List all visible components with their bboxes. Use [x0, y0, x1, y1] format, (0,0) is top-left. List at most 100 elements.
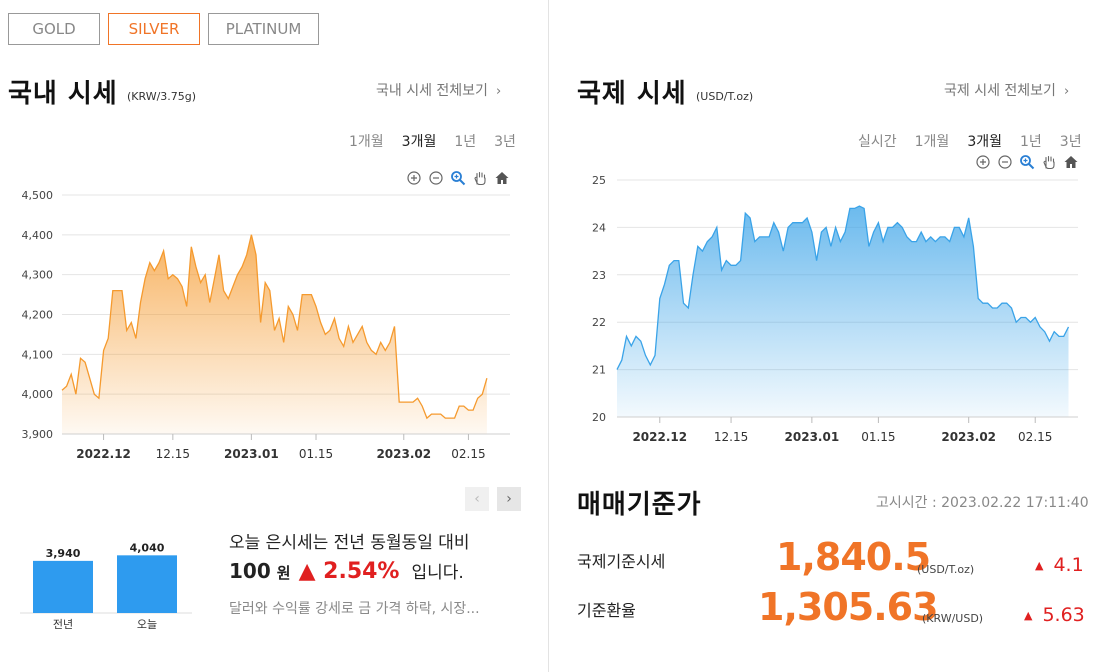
chevron-left-icon[interactable]: ‹: [465, 487, 489, 511]
international-period-1m[interactable]: 1개월: [914, 134, 950, 150]
up-arrow-icon: ▲: [1035, 558, 1044, 572]
summary-change: 100 원 ▲ 2.54% 입니다.: [229, 558, 464, 584]
domestic-more-label: 국내 시세 전체보기: [376, 83, 488, 99]
zoom-out-icon[interactable]: [997, 154, 1013, 170]
home-icon[interactable]: [494, 170, 510, 186]
x-tick-label: 2023.02: [941, 430, 996, 444]
notice-time: 고시시간 : 2023.02.22 17:11:40: [876, 495, 1089, 511]
series-area: [62, 234, 487, 434]
domestic-period-3m[interactable]: 3개월: [401, 134, 437, 150]
international-more-label: 국제 시세 전체보기: [944, 83, 1056, 99]
tab-gold[interactable]: GOLD: [8, 13, 100, 45]
international-title: 국제 시세: [577, 79, 687, 109]
ref-value-exchange: 1,305.63: [758, 585, 939, 629]
y-tick-label: 4,000: [22, 388, 54, 401]
ref-change-international: ▲ 4.1: [1035, 554, 1084, 576]
summary-amount: 100: [229, 559, 271, 583]
ref-change-exchange: ▲ 5.63: [1024, 604, 1085, 626]
x-tick-label: 2022.12: [632, 430, 687, 444]
magnify-icon[interactable]: [450, 170, 466, 186]
international-period-realtime[interactable]: 실시간: [858, 134, 897, 150]
hand-icon[interactable]: [1041, 154, 1057, 170]
international-period-3y[interactable]: 3년: [1059, 134, 1082, 150]
zoom-in-icon[interactable]: [406, 170, 422, 186]
tab-silver[interactable]: SILVER: [108, 13, 200, 45]
international-unit: (USD/T.oz): [696, 90, 754, 103]
x-tick-label: 2023.02: [376, 447, 431, 461]
x-tick-label: 01.15: [861, 430, 895, 444]
domestic-chart-tools: [406, 170, 510, 186]
y-tick-label: 4,400: [22, 229, 54, 242]
ref-change-international-value: 4.1: [1053, 554, 1084, 576]
ref-label-international: 국제기준시세: [577, 552, 666, 571]
bar: [33, 560, 93, 613]
metal-tabs: GOLD SILVER PLATINUM: [8, 13, 319, 45]
domestic-period-tabs: 1개월 3개월 1년 3년: [349, 131, 516, 151]
summary-amount-unit: 원: [276, 564, 291, 582]
y-tick-label: 24: [592, 221, 606, 234]
home-icon[interactable]: [1063, 154, 1079, 170]
international-chart-tools: [975, 154, 1079, 170]
international-more-link[interactable]: 국제 시세 전체보기 ›: [944, 80, 1069, 100]
y-tick-label: 20: [592, 411, 606, 424]
domestic-more-link[interactable]: 국내 시세 전체보기 ›: [376, 80, 501, 100]
chart-pager: ‹ ›: [465, 487, 521, 511]
x-tick-label: 01.15: [299, 447, 333, 461]
summary-tail: 입니다.: [411, 563, 464, 583]
chevron-right-icon[interactable]: ›: [497, 487, 521, 511]
series-area: [617, 206, 1069, 417]
domestic-period-3y[interactable]: 3년: [494, 134, 516, 150]
y-tick-label: 4,100: [22, 348, 54, 361]
up-arrow-icon: ▲: [1024, 608, 1033, 622]
bar-value-label: 4,040: [130, 541, 165, 554]
magnify-icon[interactable]: [1019, 154, 1035, 170]
y-tick-label: 3,900: [22, 428, 54, 441]
x-tick-label: 2023.01: [785, 430, 840, 444]
x-tick-label: 2023.01: [224, 447, 279, 461]
series-line: [616, 205, 1070, 370]
domestic-period-1m[interactable]: 1개월: [349, 134, 384, 150]
tab-platinum[interactable]: PLATINUM: [208, 13, 319, 45]
news-headline[interactable]: 달러와 수익률 강세로 금 가격 하락, 시장...: [229, 601, 480, 617]
summary-text: 오늘 은시세는 전년 동월동일 대비: [229, 533, 470, 553]
bar-category-label: 전년: [53, 618, 73, 631]
international-period-1y[interactable]: 1년: [1019, 134, 1042, 150]
comparison-bar-chart: 3,940 전년 4,040 오늘: [20, 541, 192, 631]
international-period-tabs: 실시간 1개월 3개월 1년 3년: [858, 131, 1082, 151]
bar-value-label: 3,940: [46, 547, 81, 560]
section-divider: [548, 0, 549, 672]
y-tick-label: 4,500: [22, 189, 54, 202]
x-tick-label: 2022.12: [76, 447, 131, 461]
chevron-right-icon: ›: [1063, 84, 1070, 99]
ref-value-international: 1,840.5: [776, 535, 931, 579]
x-tick-label: 02.15: [1018, 430, 1052, 444]
domestic-unit: (KRW/3.75g): [127, 90, 197, 103]
domestic-period-1y[interactable]: 1년: [454, 134, 477, 150]
up-arrow-icon: ▲: [298, 559, 316, 584]
summary-percent: ▲ 2.54%: [299, 559, 400, 584]
y-tick-label: 4,300: [22, 269, 54, 282]
y-tick-label: 23: [592, 269, 606, 282]
zoom-out-icon[interactable]: [428, 170, 444, 186]
ref-unit-exchange: (KRW/USD): [922, 612, 984, 625]
international-period-3m[interactable]: 3개월: [967, 134, 1002, 150]
series-line: [61, 234, 488, 420]
x-tick-label: 12.15: [714, 430, 748, 444]
reference-title: 매매기준가: [577, 490, 702, 520]
domestic-chart: 3,900 4,000 4,100 4,200 4,300 4,400 4,500 2022.…: [22, 189, 510, 461]
domestic-title: 국내 시세: [8, 79, 118, 109]
bar: [117, 555, 177, 613]
hand-icon[interactable]: [472, 170, 488, 186]
summary-percent-value: 2.54%: [323, 559, 400, 584]
bar-category-label: 오늘: [137, 618, 157, 631]
ref-label-exchange: 기준환율: [577, 601, 636, 620]
y-tick-label: 22: [592, 316, 606, 329]
x-tick-label: 12.15: [156, 447, 190, 461]
ref-change-exchange-value: 5.63: [1042, 604, 1085, 626]
x-tick-label: 02.15: [451, 447, 485, 461]
ref-unit-international: (USD/T.oz): [917, 563, 975, 576]
international-chart: 20 21 22 23 24 25 2022.12 12.15 2023.01 01.15 2023…: [592, 174, 1078, 444]
chevron-right-icon: ›: [495, 84, 502, 99]
zoom-in-icon[interactable]: [975, 154, 991, 170]
